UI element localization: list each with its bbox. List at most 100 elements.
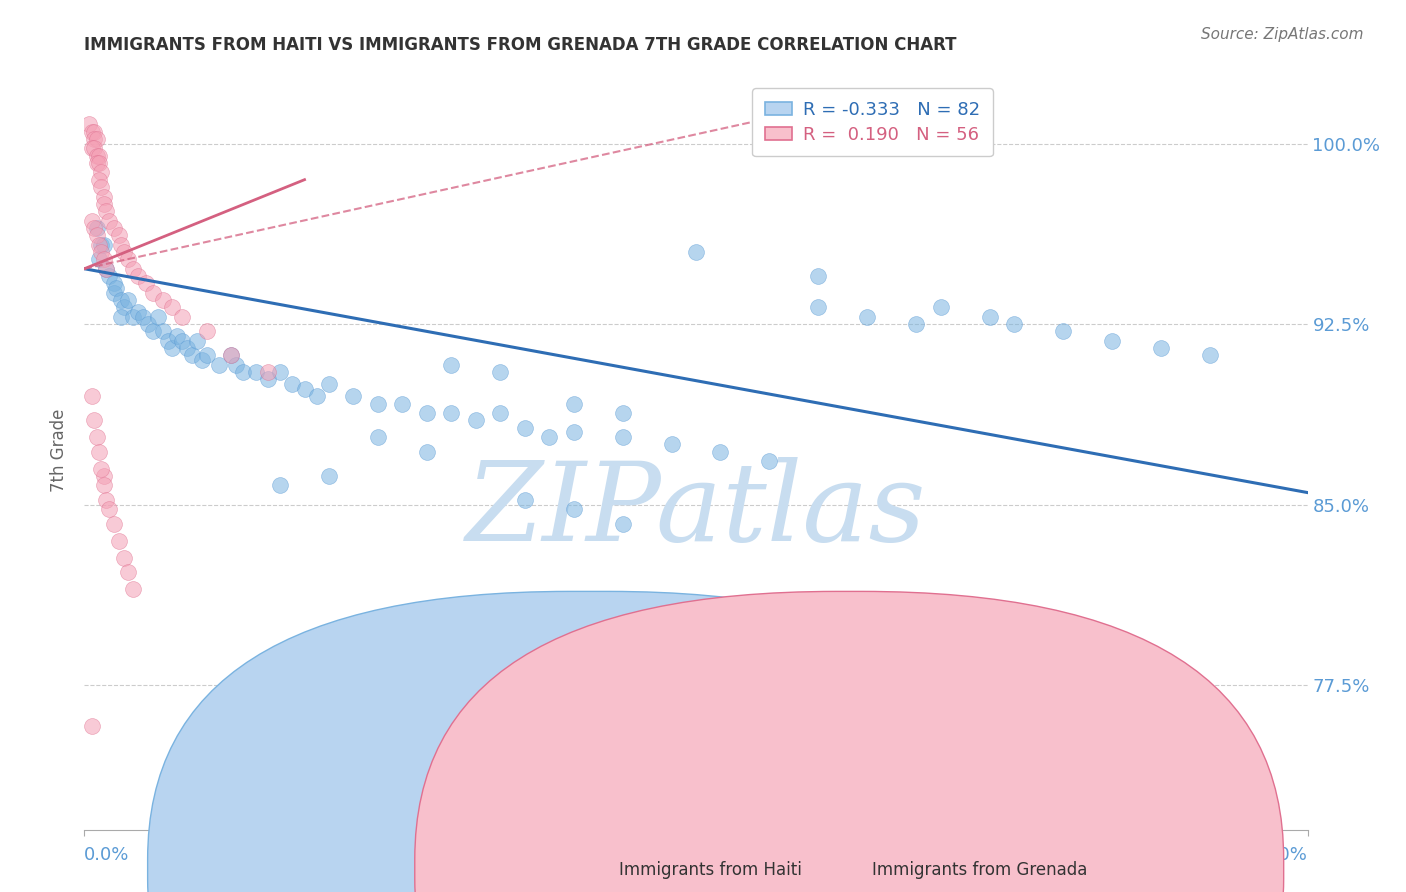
Point [90, 461, 112, 475]
Point [166, 329, 188, 343]
Point [83, 132, 105, 146]
Point [80, 719, 103, 733]
Point [93, 478, 115, 492]
Point [122, 310, 145, 324]
Point [86, 220, 108, 235]
Point [225, 358, 247, 372]
Point [83, 220, 105, 235]
Point [90, 165, 112, 179]
Point [269, 478, 291, 492]
Point [661, 437, 683, 451]
Point [87, 444, 110, 458]
Point [87, 148, 110, 162]
Point [105, 281, 128, 295]
Point [90, 244, 112, 259]
Point [440, 358, 463, 372]
Point [758, 733, 780, 747]
Point [489, 406, 512, 420]
Point [1052, 324, 1074, 338]
Point [685, 244, 707, 259]
Point [245, 365, 267, 379]
Point [257, 365, 280, 379]
Point [1198, 348, 1220, 362]
Point [80, 213, 103, 227]
Point [122, 261, 145, 276]
Point [110, 237, 132, 252]
Point [562, 425, 585, 440]
Point [176, 341, 198, 355]
Point [112, 300, 135, 314]
Point [96, 492, 118, 507]
Point [929, 599, 952, 613]
Point [77, 117, 100, 131]
Point [152, 293, 174, 307]
Point [83, 141, 105, 155]
Point [1101, 334, 1123, 348]
Point [1150, 341, 1173, 355]
Point [232, 365, 254, 379]
Point [391, 396, 413, 410]
Point [97, 268, 120, 283]
Point [87, 237, 110, 252]
Point [80, 389, 103, 403]
Point [416, 444, 439, 458]
Point [90, 237, 112, 252]
Point [162, 341, 184, 355]
Point [612, 406, 634, 420]
Point [709, 444, 731, 458]
Point [93, 252, 115, 266]
Point [562, 502, 585, 516]
Point [257, 372, 280, 386]
Point [367, 396, 389, 410]
Point [905, 317, 928, 331]
Point [195, 324, 218, 338]
Point [172, 334, 194, 348]
Point [612, 516, 634, 531]
Point [93, 196, 115, 211]
Point [758, 454, 780, 468]
Point [80, 141, 103, 155]
Point [86, 156, 108, 170]
Point [181, 348, 204, 362]
Point [342, 389, 364, 403]
Point [195, 348, 218, 362]
Point [87, 252, 110, 266]
Point [367, 430, 389, 444]
Point [136, 317, 159, 331]
Point [103, 220, 125, 235]
Point [122, 582, 145, 596]
Point [103, 516, 125, 531]
Point [86, 430, 108, 444]
Point [219, 348, 242, 362]
Point [83, 413, 105, 427]
Point [87, 156, 110, 170]
Point [117, 293, 139, 307]
Point [318, 468, 340, 483]
Point [112, 244, 135, 259]
Point [93, 237, 115, 252]
Point [440, 406, 463, 420]
Point [80, 124, 103, 138]
Point [318, 377, 340, 392]
Text: Source: ZipAtlas.com: Source: ZipAtlas.com [1201, 27, 1364, 42]
Point [612, 613, 634, 627]
Point [856, 310, 879, 324]
Point [152, 324, 174, 338]
Point [162, 300, 184, 314]
Point [929, 300, 952, 314]
Point [90, 180, 112, 194]
Text: Immigrants from Grenada: Immigrants from Grenada [872, 861, 1087, 879]
Point [83, 124, 105, 138]
Point [440, 599, 463, 613]
Point [513, 492, 536, 507]
Point [96, 204, 118, 219]
Point [807, 300, 830, 314]
Point [107, 533, 129, 548]
Point [186, 334, 208, 348]
Point [269, 365, 291, 379]
Point [86, 148, 108, 162]
Text: Immigrants from Haiti: Immigrants from Haiti [619, 861, 801, 879]
Point [103, 276, 125, 290]
Point [208, 358, 231, 372]
Point [97, 502, 120, 516]
